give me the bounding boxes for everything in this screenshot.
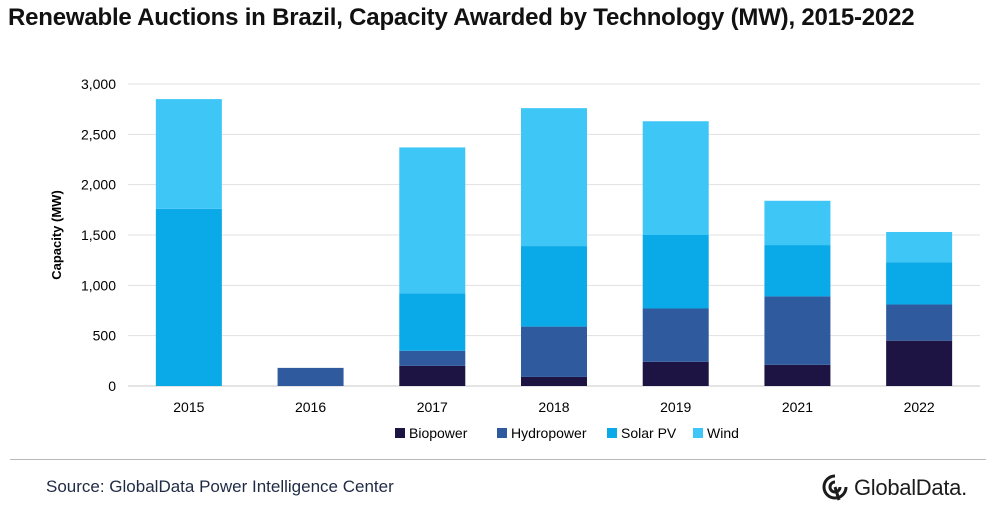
x-tick-labels: 2015 2016 2017 2018 2019 2021 2022 [173, 399, 935, 415]
legend-label: Hydropower [511, 425, 587, 441]
x-tick-label: 2015 [173, 399, 204, 415]
bar-segment-wind-2019 [642, 121, 709, 235]
legend-swatch [607, 428, 617, 438]
legend-swatch [497, 428, 507, 438]
bar-segment-hydropower-2018 [521, 326, 587, 377]
y-tick-label: 500 [93, 328, 117, 344]
bar-segment-solar-pv-2022 [886, 262, 953, 305]
bar-segment-solar-pv-2018 [521, 246, 587, 327]
y-tick-label: 0 [108, 378, 116, 394]
bar-segment-solar-pv-2021 [764, 245, 831, 297]
bar-segment-wind-2017 [399, 147, 466, 294]
legend-label: Biopower [409, 425, 468, 441]
brand-name: GlobalData. [854, 475, 967, 500]
bar-segment-wind-2021 [764, 200, 831, 246]
y-tick-label: 2,500 [81, 126, 116, 142]
bar-segment-hydropower-2022 [886, 304, 953, 341]
bar-segment-wind-2022 [886, 231, 953, 263]
x-tick-label: 2022 [904, 399, 935, 415]
bar-segment-biopower-2019 [642, 361, 709, 386]
bar-segment-biopower-2018 [521, 376, 587, 386]
brand-logo: GlobalData. [822, 472, 967, 504]
bars [155, 99, 953, 386]
chart-title: Renewable Auctions in Brazil, Capacity A… [8, 4, 915, 31]
bar-segment-hydropower-2019 [642, 308, 709, 362]
bar-segment-wind-2015 [155, 99, 222, 209]
bar-segment-hydropower-2016 [277, 367, 344, 386]
y-tick-label: 2,000 [81, 177, 116, 193]
bar-segment-hydropower-2021 [764, 296, 831, 365]
x-tick-label: 2021 [782, 399, 813, 415]
bar-segment-biopower-2017 [399, 365, 466, 386]
globaldata-logo-icon [822, 474, 848, 501]
x-tick-label: 2017 [417, 399, 448, 415]
y-tick-label: 1,500 [81, 227, 116, 243]
bar-segment-solar-pv-2015 [155, 208, 222, 386]
x-tick-label: 2018 [538, 399, 569, 415]
legend-swatch [395, 428, 405, 438]
footer-divider [10, 459, 986, 460]
y-tick-label: 3,000 [81, 76, 116, 92]
legend-label: Wind [707, 425, 739, 441]
y-tick-label: 1,000 [81, 277, 116, 293]
x-tick-label: 2019 [660, 399, 691, 415]
x-tick-label: 2016 [295, 399, 326, 415]
bar-segment-biopower-2021 [764, 364, 831, 386]
bar-segment-wind-2018 [521, 108, 587, 247]
legend-label: Solar PV [621, 425, 677, 441]
bar-segment-biopower-2022 [886, 340, 953, 386]
legend-swatch [693, 428, 703, 438]
y-axis-label: Capacity (MW) [49, 190, 64, 280]
y-tick-labels: 0 500 1,000 1,500 2,000 2,500 3,000 [81, 76, 116, 394]
bar-segment-solar-pv-2019 [642, 235, 709, 309]
bar-segment-solar-pv-2017 [399, 293, 466, 351]
legend: Biopower Hydropower Solar PV Wind [395, 425, 739, 441]
source-note: Source: GlobalData Power Intelligence Ce… [46, 477, 394, 496]
bar-segment-hydropower-2017 [399, 350, 466, 366]
